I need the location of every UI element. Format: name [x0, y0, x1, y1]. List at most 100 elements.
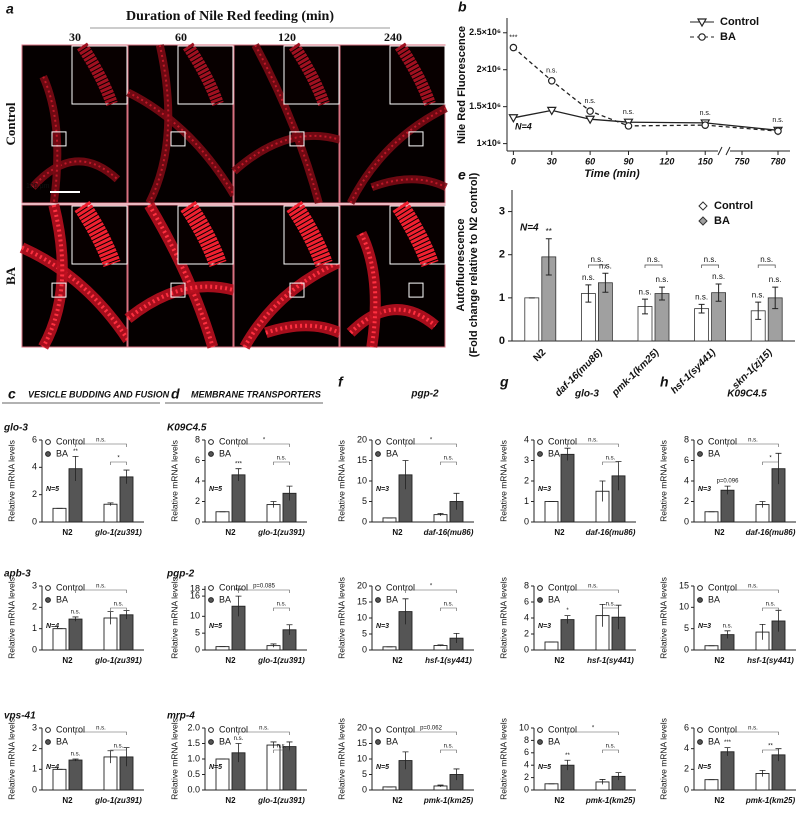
- error-bar: [602, 272, 609, 293]
- legend-label: Control: [56, 582, 85, 592]
- worm-core: [359, 232, 378, 348]
- bracket: [405, 443, 457, 447]
- y-tick-label: 15: [357, 596, 367, 606]
- significance: n.s.: [546, 68, 557, 75]
- roi-box: [170, 282, 186, 298]
- bar-label: n.s.: [234, 736, 244, 742]
- y-tick-label: 0: [195, 516, 200, 526]
- bar-label: n.s.: [695, 292, 708, 301]
- axis-break: [717, 146, 731, 156]
- inset-worm: [180, 201, 227, 268]
- y-tick-label: 10: [190, 611, 200, 621]
- y-axis-title: Relative mRNA levels: [498, 577, 508, 659]
- y-tick-label: 10: [519, 722, 529, 732]
- y-tick-label: 4: [195, 475, 200, 485]
- bar: [382, 517, 397, 523]
- error-bar: [72, 456, 79, 481]
- error-bar: [755, 301, 762, 320]
- row-label: Control: [3, 102, 18, 145]
- bracket: [701, 264, 719, 268]
- y-tick-label: 1.0: [187, 753, 200, 763]
- column-label: 30: [69, 30, 81, 44]
- inset-worm: [395, 42, 436, 107]
- point: [624, 122, 633, 130]
- chart-title: glo-3: [3, 423, 28, 434]
- legend-marker: [697, 739, 703, 745]
- y-tick-label: 0: [499, 335, 505, 347]
- bracket: [588, 264, 606, 268]
- x-tick-label: N2: [225, 656, 236, 665]
- worm-core: [127, 91, 235, 196]
- bar: [68, 759, 83, 791]
- worm-core: [371, 178, 447, 189]
- panel-letter: c: [8, 386, 16, 402]
- note: N=5: [376, 764, 389, 771]
- y-axis-title: Nile Red Fluorescence: [456, 26, 468, 144]
- bracket: [727, 443, 779, 447]
- y-tick-label: 2: [195, 496, 200, 506]
- legend-marker: [537, 439, 543, 445]
- bar: [215, 646, 230, 651]
- x-tick-label: pmk-1(km25): [609, 347, 662, 400]
- x-tick-label: N2: [225, 796, 236, 805]
- x-tick-label: 750: [734, 156, 749, 166]
- y-tick-label: 5: [684, 623, 689, 633]
- error-bar: [698, 303, 705, 314]
- y-tick-label: 0: [362, 784, 367, 794]
- note: N=5: [209, 623, 222, 630]
- y-tick-label: 2.5×10⁶: [469, 27, 501, 37]
- bracket-label: n.s.: [748, 438, 758, 444]
- y-tick-label: 5: [362, 628, 367, 638]
- x-tick-label: 780: [770, 156, 785, 166]
- bar-label: n.s.: [582, 273, 595, 282]
- bracket: [762, 749, 779, 753]
- legend-marker: [698, 33, 706, 41]
- legend-marker: [375, 727, 381, 733]
- legend-label: BA: [386, 594, 398, 604]
- legend-marker: [375, 597, 381, 603]
- y-axis-title: Relative mRNA levels: [498, 718, 508, 800]
- chart-title: apb-3: [4, 569, 31, 580]
- bracket-label: **: [768, 744, 773, 750]
- y-axis-title: Relative mRNA levels: [6, 718, 16, 800]
- x-tick-label: N2: [392, 528, 403, 537]
- y-tick-label: 0: [684, 784, 689, 794]
- bracket-label: n.s.: [277, 456, 287, 462]
- legend-label: BA: [548, 736, 560, 746]
- error-bar: [759, 624, 766, 640]
- y-axis-title: Relative mRNA levels: [169, 718, 179, 800]
- y-tick-label: 0: [32, 644, 37, 654]
- worm-core: [31, 160, 119, 188]
- legend-label: Control: [714, 200, 753, 212]
- x-tick-label: daf-16(mu86): [586, 528, 636, 537]
- bar: [433, 645, 448, 651]
- chart-title: K09C4.5: [167, 423, 207, 434]
- worm-core: [42, 76, 59, 204]
- y-tick-label: 15: [357, 738, 367, 748]
- bracket: [567, 589, 619, 593]
- legend-label: Control: [708, 436, 737, 446]
- y-axis-title: Relative mRNA levels: [658, 440, 668, 522]
- y-axis-title: (Fold change relative to N2 control): [468, 172, 480, 357]
- x-tick-label: N2: [62, 796, 73, 805]
- y-tick-label: 4: [32, 462, 37, 472]
- y-tick-label: 8: [524, 735, 529, 745]
- inset-worm: [289, 42, 330, 107]
- scale-bar-label: 100 μm: [26, 183, 50, 190]
- y-tick-label: 2: [32, 489, 37, 499]
- bar-label: n.s.: [712, 272, 725, 281]
- y-tick-label: 0: [32, 784, 37, 794]
- y-tick-label: 4: [684, 743, 689, 753]
- legend-marker: [208, 727, 214, 733]
- x-tick-label: glo-1(zu391): [257, 796, 305, 805]
- legend-label: BA: [56, 448, 68, 458]
- bar: [544, 783, 559, 791]
- y-tick-label: 1: [32, 623, 37, 633]
- note: N=5: [698, 764, 711, 771]
- y-tick-label: 4: [524, 760, 529, 770]
- bar-label: ***: [235, 461, 243, 467]
- error-bar: [615, 772, 622, 781]
- y-tick-label: 10: [357, 753, 367, 763]
- y-tick-label: 2×10⁶: [477, 64, 501, 74]
- x-tick-label: 30: [547, 156, 557, 166]
